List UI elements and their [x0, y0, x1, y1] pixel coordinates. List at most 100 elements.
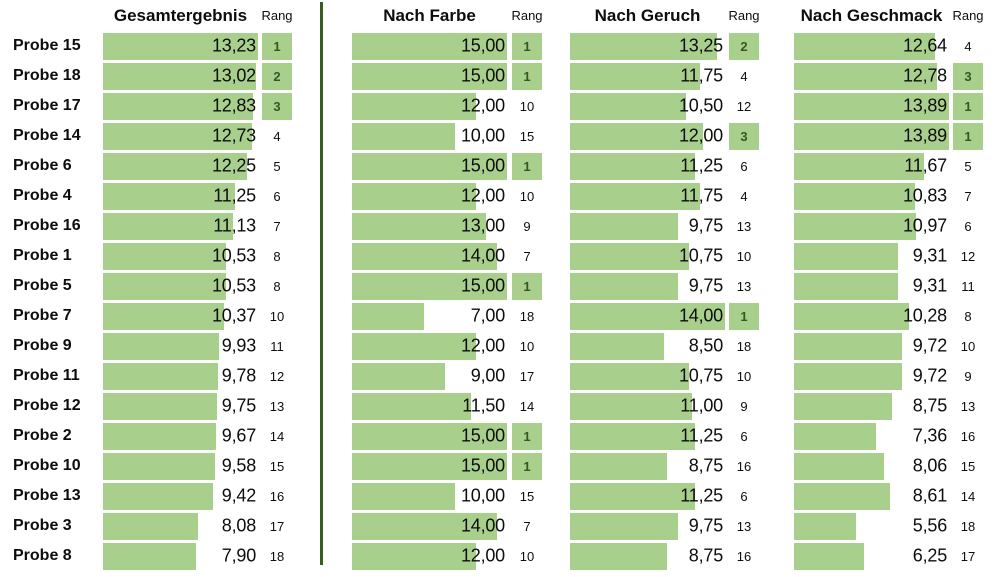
score-cell-geruch[interactable]: 11,25	[570, 152, 725, 180]
score-cell-geruch[interactable]: 8,50	[570, 332, 725, 360]
rank-value-geruch[interactable]: 13	[736, 518, 752, 534]
score-cell-farbe[interactable]: 12,00	[352, 92, 507, 120]
score-cell-geruch[interactable]: 8,75	[570, 542, 725, 570]
probe-label[interactable]: Probe 18	[13, 67, 81, 84]
rank-value-geschmack[interactable]: 1	[953, 122, 983, 150]
rank-value-farbe[interactable]: 7	[523, 248, 531, 264]
score-cell-farbe[interactable]: 9,00	[352, 362, 507, 390]
score-cell-geschmack[interactable]: 10,28	[794, 302, 949, 330]
probe-label[interactable]: Probe 11	[13, 367, 80, 384]
probe-label[interactable]: Probe 6	[13, 157, 72, 174]
score-cell-gesamtergebnis[interactable]: 11,25	[103, 182, 258, 210]
score-cell-geschmack[interactable]: 9,72	[794, 332, 949, 360]
score-cell-geschmack[interactable]: 12,64	[794, 32, 949, 60]
score-cell-gesamtergebnis[interactable]: 9,78	[103, 362, 258, 390]
score-cell-gesamtergebnis[interactable]: 10,53	[103, 272, 258, 300]
score-cell-farbe[interactable]: 15,00	[352, 452, 507, 480]
score-cell-geschmack[interactable]: 13,89	[794, 122, 949, 150]
score-cell-geschmack[interactable]: 12,78	[794, 62, 949, 90]
score-cell-farbe[interactable]: 15,00	[352, 32, 507, 60]
rank-value-geschmack[interactable]: 11	[961, 278, 975, 294]
score-cell-geschmack[interactable]: 7,36	[794, 422, 949, 450]
score-cell-geruch[interactable]: 11,75	[570, 182, 725, 210]
score-cell-geruch[interactable]: 11,00	[570, 392, 725, 420]
score-cell-gesamtergebnis[interactable]: 13,23	[103, 32, 258, 60]
rank-value-gesamtergebnis[interactable]: 10	[269, 308, 285, 324]
rank-value-geruch[interactable]: 12	[736, 98, 752, 114]
rank-value-geschmack[interactable]: 18	[960, 518, 976, 534]
score-cell-geschmack[interactable]: 11,67	[794, 152, 949, 180]
rank-value-geruch[interactable]: 13	[736, 218, 752, 234]
rank-value-gesamtergebnis[interactable]: 3	[262, 92, 292, 120]
score-cell-gesamtergebnis[interactable]: 12,73	[103, 122, 258, 150]
rank-value-geschmack[interactable]: 15	[960, 458, 976, 474]
rank-value-geschmack[interactable]: 7	[964, 188, 972, 204]
rank-value-geruch[interactable]: 10	[736, 248, 752, 264]
rank-value-farbe[interactable]: 1	[512, 422, 542, 450]
score-cell-geruch[interactable]: 11,75	[570, 62, 725, 90]
rank-value-geschmack[interactable]: 13	[960, 398, 976, 414]
rank-value-geschmack[interactable]: 3	[953, 62, 983, 90]
score-cell-gesamtergebnis[interactable]: 9,58	[103, 452, 258, 480]
score-cell-geschmack[interactable]: 6,25	[794, 542, 949, 570]
column-header-geschmack[interactable]: Nach Geschmack	[800, 5, 943, 25]
column-header-gesamtergebnis[interactable]: Gesamtergebnis	[113, 5, 248, 25]
score-cell-geruch[interactable]: 12,00	[570, 122, 725, 150]
score-cell-gesamtergebnis[interactable]: 7,90	[103, 542, 258, 570]
rank-value-gesamtergebnis[interactable]: 18	[269, 548, 285, 564]
score-cell-gesamtergebnis[interactable]: 9,93	[103, 332, 258, 360]
score-cell-farbe[interactable]: 12,00	[352, 542, 507, 570]
rang-header-farbe[interactable]: Rang	[511, 8, 543, 23]
rank-value-geruch[interactable]: 6	[740, 488, 748, 504]
score-cell-geruch[interactable]: 11,25	[570, 482, 725, 510]
score-cell-gesamtergebnis[interactable]: 9,67	[103, 422, 258, 450]
rank-value-farbe[interactable]: 14	[519, 398, 535, 414]
score-cell-geruch[interactable]: 9,75	[570, 512, 725, 540]
rank-value-farbe[interactable]: 1	[512, 32, 542, 60]
score-cell-geruch[interactable]: 14,00	[570, 302, 725, 330]
rank-value-gesamtergebnis[interactable]: 14	[269, 428, 285, 444]
score-cell-geruch[interactable]: 11,25	[570, 422, 725, 450]
score-cell-geschmack[interactable]: 9,72	[794, 362, 949, 390]
rank-value-farbe[interactable]: 18	[519, 308, 535, 324]
rank-value-farbe[interactable]: 10	[519, 98, 535, 114]
rank-value-geruch[interactable]: 4	[740, 188, 748, 204]
rank-value-geruch[interactable]: 9	[740, 398, 748, 414]
score-cell-geruch[interactable]: 10,75	[570, 362, 725, 390]
score-cell-farbe[interactable]: 10,00	[352, 482, 507, 510]
rank-value-geschmack[interactable]: 17	[960, 548, 976, 564]
probe-label[interactable]: Probe 9	[13, 337, 72, 354]
score-cell-farbe[interactable]: 15,00	[352, 152, 507, 180]
score-cell-geruch[interactable]: 9,75	[570, 212, 725, 240]
score-cell-geschmack[interactable]: 8,61	[794, 482, 949, 510]
rank-value-geruch[interactable]: 6	[740, 158, 748, 174]
rank-value-geruch[interactable]: 3	[729, 122, 759, 150]
rank-value-geschmack[interactable]: 14	[960, 488, 976, 504]
rank-value-farbe[interactable]: 7	[523, 518, 531, 534]
score-cell-farbe[interactable]: 12,00	[352, 182, 507, 210]
rank-value-farbe[interactable]: 10	[519, 338, 535, 354]
rank-value-farbe[interactable]: 10	[519, 188, 535, 204]
rank-value-geruch[interactable]: 2	[729, 32, 759, 60]
score-cell-gesamtergebnis[interactable]: 12,25	[103, 152, 258, 180]
rank-value-farbe[interactable]: 17	[519, 368, 535, 384]
column-header-farbe[interactable]: Nach Farbe	[383, 5, 476, 25]
score-cell-farbe[interactable]: 11,50	[352, 392, 507, 420]
rank-value-geruch[interactable]: 6	[740, 428, 748, 444]
rank-value-geruch[interactable]: 10	[736, 368, 752, 384]
score-cell-gesamtergebnis[interactable]: 10,37	[103, 302, 258, 330]
score-cell-geruch[interactable]: 13,25	[570, 32, 725, 60]
rang-header-geschmack[interactable]: Rang	[952, 8, 984, 23]
score-cell-geschmack[interactable]: 13,89	[794, 92, 949, 120]
score-cell-gesamtergebnis[interactable]: 13,02	[103, 62, 258, 90]
rank-value-farbe[interactable]: 1	[512, 272, 542, 300]
rank-value-geschmack[interactable]: 5	[964, 158, 972, 174]
rank-value-geschmack[interactable]: 8	[964, 308, 972, 324]
rank-value-geschmack[interactable]: 6	[964, 218, 972, 234]
score-cell-farbe[interactable]: 15,00	[352, 272, 507, 300]
score-cell-geschmack[interactable]: 9,31	[794, 242, 949, 270]
score-cell-farbe[interactable]: 14,00	[352, 242, 507, 270]
probe-label[interactable]: Probe 16	[13, 217, 81, 234]
rank-value-gesamtergebnis[interactable]: 12	[269, 368, 285, 384]
score-cell-farbe[interactable]: 7,00	[352, 302, 507, 330]
